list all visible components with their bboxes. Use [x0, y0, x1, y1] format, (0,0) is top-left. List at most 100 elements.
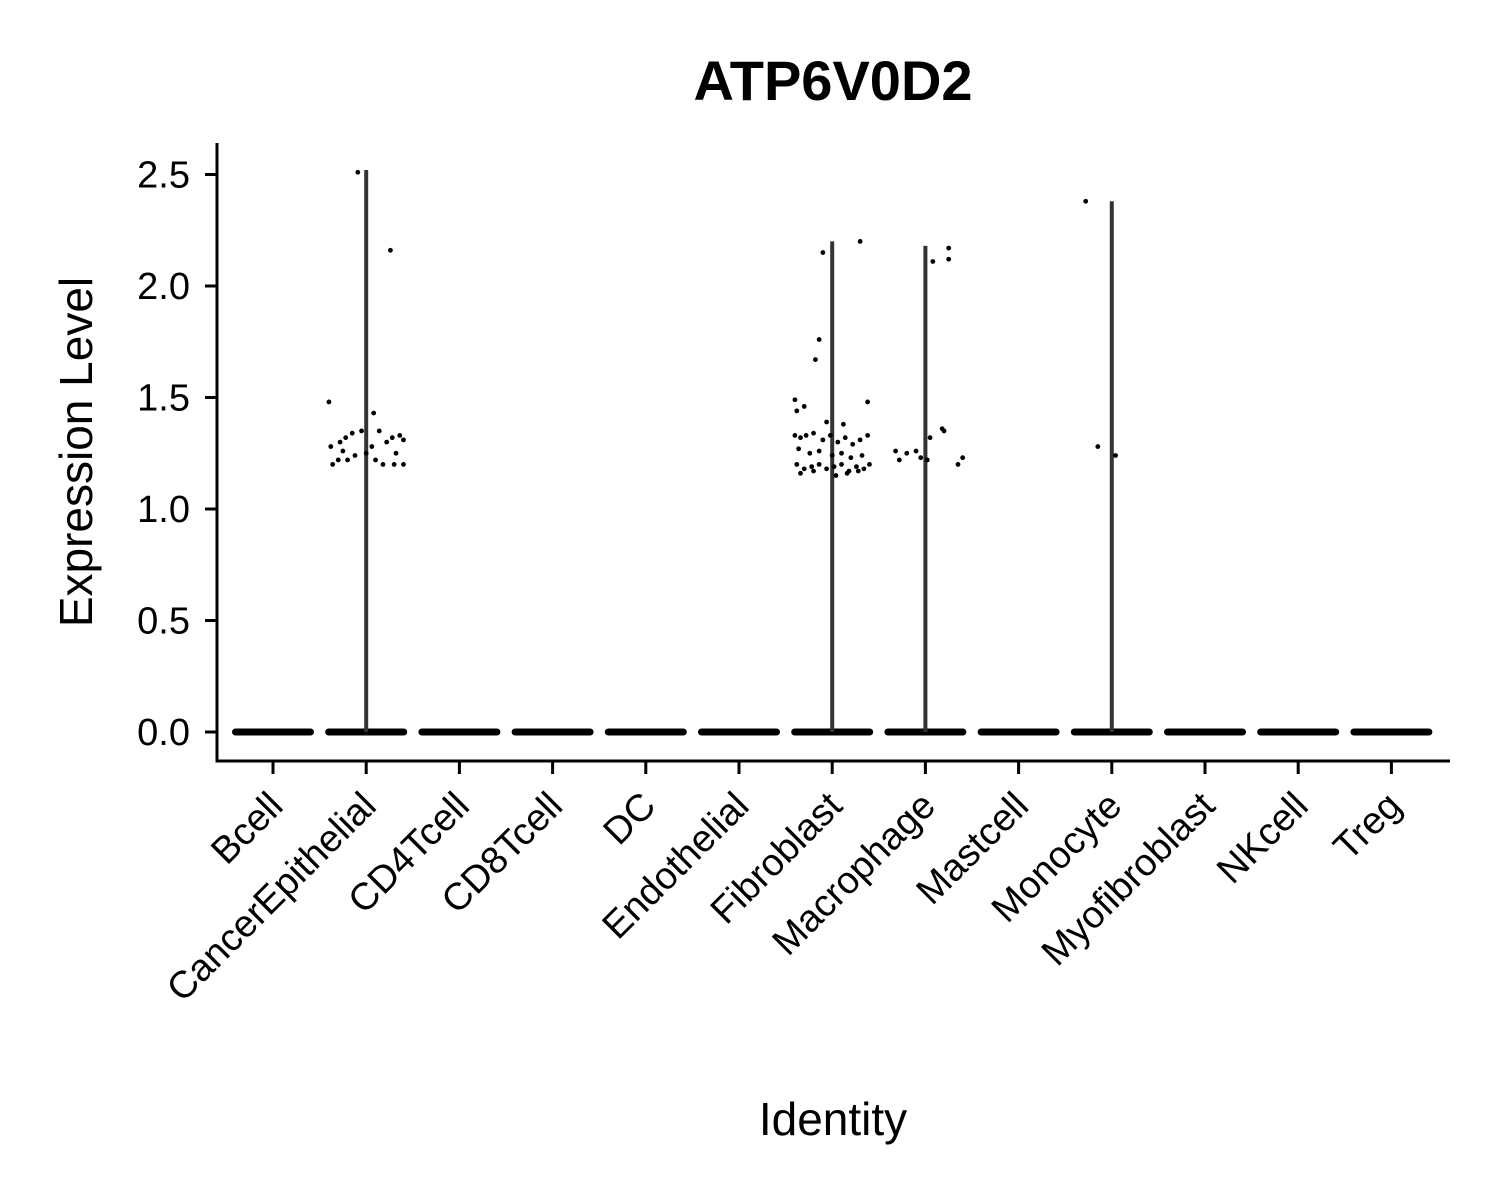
data-point [839, 450, 844, 456]
data-point [794, 462, 800, 467]
data-point [816, 448, 822, 454]
data-point [857, 437, 863, 443]
data-point [801, 404, 807, 409]
data-point [792, 433, 798, 438]
data-point [824, 466, 830, 472]
violin-base-treg [1350, 728, 1433, 736]
data-point [924, 457, 930, 463]
data-point [827, 433, 833, 438]
violin-base-myofibroblast [1164, 728, 1246, 736]
data-point [1083, 198, 1089, 204]
data-point [384, 439, 390, 445]
data-point [803, 433, 809, 438]
data-point [842, 435, 848, 441]
data-point [340, 448, 346, 454]
data-point [352, 453, 358, 458]
data-point [373, 457, 378, 463]
data-point [792, 397, 798, 403]
data-point [857, 239, 863, 244]
data-point [809, 464, 815, 470]
data-point [376, 428, 382, 434]
data-point [844, 470, 850, 476]
data-point [848, 455, 854, 461]
x-tick-label-nkcell: NKcell [1209, 785, 1316, 892]
y-tick-label: 2.5 [137, 155, 190, 197]
data-point [829, 453, 835, 458]
y-tick-label: 2.0 [137, 266, 190, 308]
data-point [337, 439, 343, 445]
data-point [867, 462, 872, 467]
data-point [941, 428, 947, 434]
data-point [388, 247, 393, 253]
data-point [371, 410, 377, 416]
data-point [813, 357, 818, 362]
data-point [401, 437, 406, 443]
data-point [345, 457, 350, 463]
data-point [859, 453, 865, 458]
data-point [820, 437, 826, 443]
data-point [798, 470, 803, 476]
data-point [359, 428, 364, 434]
violin-base-cd4tcell [418, 728, 501, 736]
data-point [839, 462, 844, 467]
violins [232, 170, 1433, 736]
data-point [397, 433, 403, 438]
data-point [335, 457, 341, 463]
data-point [955, 462, 961, 467]
data-point [796, 446, 802, 452]
data-point [1113, 453, 1118, 458]
data-point [960, 455, 966, 461]
data-point [904, 450, 910, 456]
data-point [927, 435, 933, 441]
data-point [811, 430, 816, 436]
violin-base-mastcell [977, 728, 1060, 736]
x-axis-title: Identity [759, 1093, 907, 1145]
data-point [855, 468, 861, 474]
data-point [393, 450, 399, 456]
data-points [326, 169, 1118, 478]
data-point [896, 457, 902, 463]
data-point [794, 408, 800, 414]
violin-base-nkcell [1257, 728, 1340, 736]
data-point [840, 421, 846, 427]
chart-title: ATP6V0D2 [693, 49, 972, 112]
data-point [918, 455, 924, 461]
x-tick-label-dc: DC [596, 785, 665, 854]
data-point [343, 435, 349, 441]
data-point [369, 444, 375, 449]
data-point [831, 464, 837, 470]
data-point [861, 466, 867, 472]
data-point [946, 245, 952, 251]
data-point [349, 430, 355, 436]
x-tick-label-treg: Treg [1326, 785, 1410, 869]
y-axis-title: Expression Level [50, 277, 102, 627]
y-tick-label: 0.5 [137, 601, 190, 643]
data-point [389, 435, 395, 441]
y-ticks: 0.0 0.5 1.0 1.5 2.0 2.5 [137, 155, 217, 754]
violin-base-bcell [232, 728, 314, 736]
y-tick-label: 1.5 [137, 378, 190, 420]
violin-base-dc [604, 728, 687, 736]
data-point [811, 468, 816, 474]
data-point [865, 399, 871, 405]
data-point [913, 448, 919, 454]
x-tick-label-bcell: Bcell [203, 785, 291, 873]
data-point [816, 337, 822, 342]
data-point [854, 464, 859, 470]
data-point [820, 250, 826, 255]
data-point [798, 435, 803, 441]
data-point [801, 466, 807, 472]
data-point [380, 462, 386, 467]
data-point [328, 444, 334, 449]
violin-base-cd8tcell [511, 728, 594, 736]
data-point [330, 462, 336, 467]
data-point [401, 462, 406, 467]
data-point [893, 448, 898, 454]
data-point [816, 462, 822, 467]
y-tick-label: 0.0 [137, 712, 190, 754]
data-point [930, 259, 936, 264]
data-point [391, 462, 397, 467]
data-point [865, 433, 871, 438]
data-point [326, 399, 332, 405]
